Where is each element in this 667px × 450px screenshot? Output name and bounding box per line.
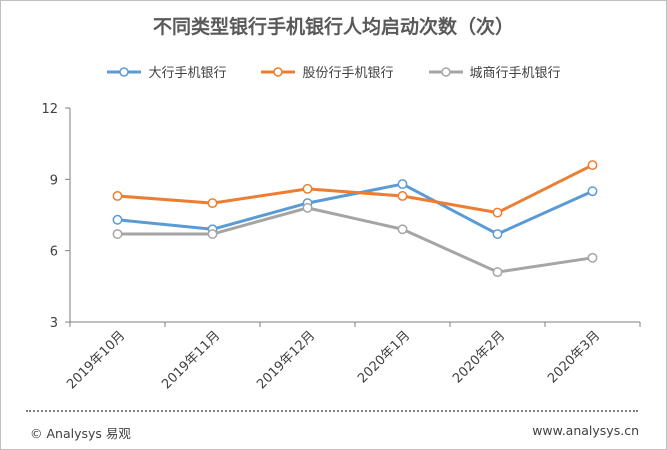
x-tick-label: 2020年3月 (545, 328, 603, 386)
y-tick-label: 3 (50, 316, 58, 331)
series-0-point (397, 179, 408, 190)
footer-website: www.analysys.cn (532, 423, 639, 438)
legend-label-city-banks: 城商行手机银行 (469, 66, 561, 81)
legend-label-large-banks: 大行手机银行 (148, 66, 227, 81)
y-tick-label: 9 (50, 173, 58, 188)
legend-item-large-banks: 大行手机银行 (106, 62, 226, 81)
series-1-point (492, 207, 503, 218)
series-2-point (302, 202, 313, 213)
legend-swatch-large-banks (107, 66, 142, 77)
series-1-point (397, 191, 408, 201)
series-line-2 (116, 206, 594, 274)
series-1-point (207, 198, 218, 209)
series-2-point (587, 252, 598, 263)
legend: 大行手机银行 股份行手机银行 城商行手机银行 (0, 62, 667, 81)
series-2-point (112, 229, 123, 239)
chart-title: 不同类型银行手机银行人均启动次数（次） (152, 16, 514, 38)
series-2-point (207, 229, 218, 239)
series-1-point (112, 191, 123, 201)
legend-swatch-marker (440, 66, 451, 77)
x-tick-label: 2019年12月 (254, 328, 318, 392)
y-tick-label: 6 (50, 245, 58, 260)
series-1-point (302, 183, 313, 194)
footer-copyright: © Analysys 易观 (30, 426, 131, 441)
legend-swatch-city-banks (428, 66, 463, 77)
legend-label-joint-stock-banks: 股份行手机银行 (302, 66, 394, 81)
x-tick-label: 2020年2月 (450, 328, 508, 386)
series-0-point (587, 186, 598, 197)
footer-divider (26, 410, 638, 412)
legend-swatch-marker (119, 66, 130, 77)
series-line-1 (116, 163, 594, 215)
legend-item-joint-stock-banks: 股份行手机银行 (260, 62, 394, 81)
legend-item-city-banks: 城商行手机银行 (428, 62, 561, 81)
x-tick-label: 2019年10月 (64, 328, 128, 392)
legend-swatch-marker (273, 66, 284, 77)
legend-swatch-joint-stock-banks (261, 66, 296, 77)
series-2-point (397, 224, 408, 235)
x-tick-label: 2019年11月 (159, 328, 223, 392)
series-0-point (492, 229, 503, 239)
series-1-point (587, 160, 598, 171)
series-0-point (112, 214, 123, 225)
series-2-point (492, 267, 503, 278)
x-tick-label: 2020年1月 (355, 328, 413, 386)
y-tick-label: 12 (41, 102, 58, 117)
